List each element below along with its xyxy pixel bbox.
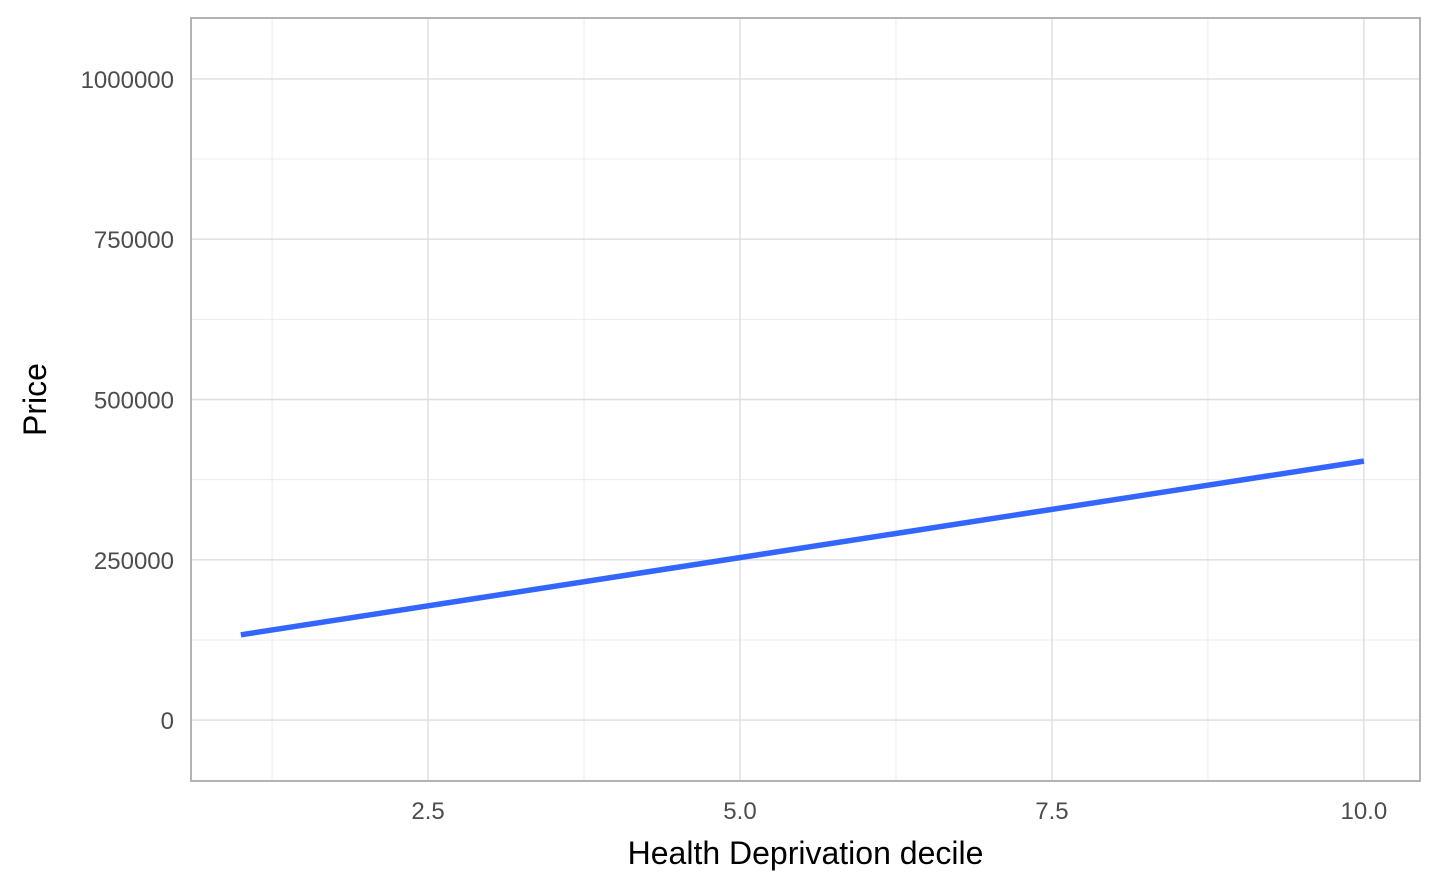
x-tick-label: 5.0 xyxy=(723,798,756,825)
y-tick-label: 0 xyxy=(161,708,174,735)
minor-grid xyxy=(191,18,1420,781)
y-axis-title: Price xyxy=(17,363,53,436)
y-tick-labels: 0 250000 500000 750000 1000000 xyxy=(81,67,174,735)
x-axis-title: Health Deprivation decile xyxy=(628,835,984,871)
x-tick-label: 7.5 xyxy=(1035,798,1068,825)
x-tick-labels: 2.5 5.0 7.5 10.0 xyxy=(411,798,1387,825)
y-tick-label: 750000 xyxy=(94,227,174,254)
series-layer xyxy=(240,458,1365,638)
y-tick-label: 1000000 xyxy=(81,67,174,94)
series-line xyxy=(240,458,1365,638)
y-tick-label: 500000 xyxy=(94,388,174,415)
x-tick-label: 2.5 xyxy=(411,798,444,825)
major-grid xyxy=(191,18,1420,781)
y-tick-label: 250000 xyxy=(94,548,174,575)
x-tick-label: 10.0 xyxy=(1340,798,1387,825)
panel-border xyxy=(190,17,1421,782)
